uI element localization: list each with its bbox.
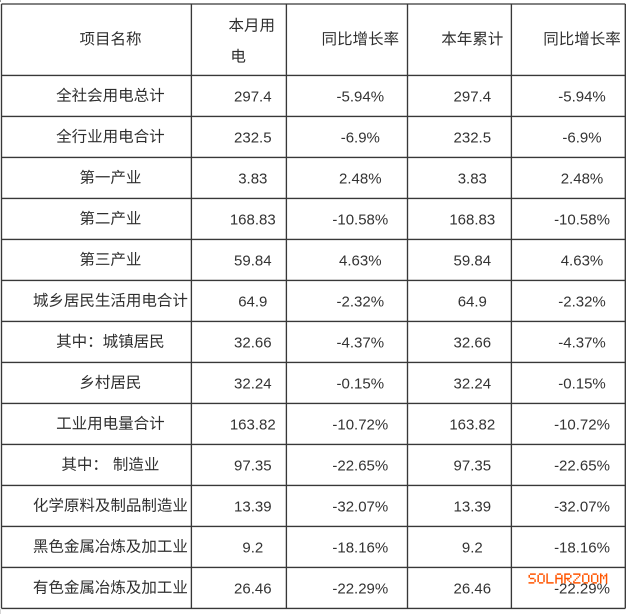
svg-text:4.63%: 4.63% bbox=[561, 252, 604, 269]
svg-text:3.83: 3.83 bbox=[238, 170, 267, 187]
svg-text:32.66: 32.66 bbox=[234, 334, 272, 351]
svg-text:-4.37%: -4.37% bbox=[337, 334, 385, 351]
svg-text:-18.16%: -18.16% bbox=[332, 539, 388, 556]
svg-text:-10.58%: -10.58% bbox=[332, 211, 388, 228]
svg-text:297.4: 297.4 bbox=[454, 88, 492, 105]
svg-text:-10.58%: -10.58% bbox=[554, 211, 610, 228]
svg-text:32.66: 32.66 bbox=[454, 334, 492, 351]
svg-text:13.39: 13.39 bbox=[454, 498, 492, 515]
svg-text:-6.9%: -6.9% bbox=[341, 129, 380, 146]
svg-text:26.46: 26.46 bbox=[454, 580, 492, 597]
svg-text:163.82: 163.82 bbox=[230, 416, 276, 433]
svg-text:64.9: 64.9 bbox=[458, 293, 487, 310]
svg-text:97.35: 97.35 bbox=[234, 457, 272, 474]
svg-text:64.9: 64.9 bbox=[238, 293, 267, 310]
svg-text:-5.94%: -5.94% bbox=[558, 88, 606, 105]
svg-text:168.83: 168.83 bbox=[230, 211, 276, 228]
svg-text:-4.37%: -4.37% bbox=[558, 334, 606, 351]
svg-text:2.48%: 2.48% bbox=[561, 170, 604, 187]
svg-text:-32.07%: -32.07% bbox=[332, 498, 388, 515]
svg-text:-2.32%: -2.32% bbox=[558, 293, 606, 310]
svg-text:-18.16%: -18.16% bbox=[554, 539, 610, 556]
svg-text:3.83: 3.83 bbox=[458, 170, 487, 187]
svg-text:-5.94%: -5.94% bbox=[337, 88, 385, 105]
svg-text:97.35: 97.35 bbox=[454, 457, 492, 474]
svg-text:-6.9%: -6.9% bbox=[562, 129, 601, 146]
svg-text:297.4: 297.4 bbox=[234, 88, 272, 105]
svg-text:59.84: 59.84 bbox=[234, 252, 272, 269]
svg-text:4.63%: 4.63% bbox=[339, 252, 382, 269]
svg-text:2.48%: 2.48% bbox=[339, 170, 382, 187]
svg-text:13.39: 13.39 bbox=[234, 498, 272, 515]
svg-text:32.24: 32.24 bbox=[454, 375, 492, 392]
svg-text:59.84: 59.84 bbox=[454, 252, 492, 269]
svg-text:232.5: 232.5 bbox=[234, 129, 272, 146]
svg-text:-32.07%: -32.07% bbox=[554, 498, 610, 515]
svg-text:-22.65%: -22.65% bbox=[332, 457, 388, 474]
svg-text:-22.29%: -22.29% bbox=[332, 580, 388, 597]
svg-text:-22.65%: -22.65% bbox=[554, 457, 610, 474]
svg-text:232.5: 232.5 bbox=[454, 129, 492, 146]
svg-text:-2.32%: -2.32% bbox=[337, 293, 385, 310]
svg-text:168.83: 168.83 bbox=[449, 211, 495, 228]
svg-text:-10.72%: -10.72% bbox=[554, 416, 610, 433]
svg-text:9.2: 9.2 bbox=[462, 539, 483, 556]
svg-text:-0.15%: -0.15% bbox=[558, 375, 606, 392]
svg-text:-0.15%: -0.15% bbox=[337, 375, 385, 392]
svg-text:32.24: 32.24 bbox=[234, 375, 272, 392]
svg-text:26.46: 26.46 bbox=[234, 580, 272, 597]
svg-text:-10.72%: -10.72% bbox=[332, 416, 388, 433]
svg-text:-22.29%: -22.29% bbox=[554, 580, 610, 597]
svg-text:9.2: 9.2 bbox=[242, 539, 263, 556]
svg-text:163.82: 163.82 bbox=[449, 416, 495, 433]
